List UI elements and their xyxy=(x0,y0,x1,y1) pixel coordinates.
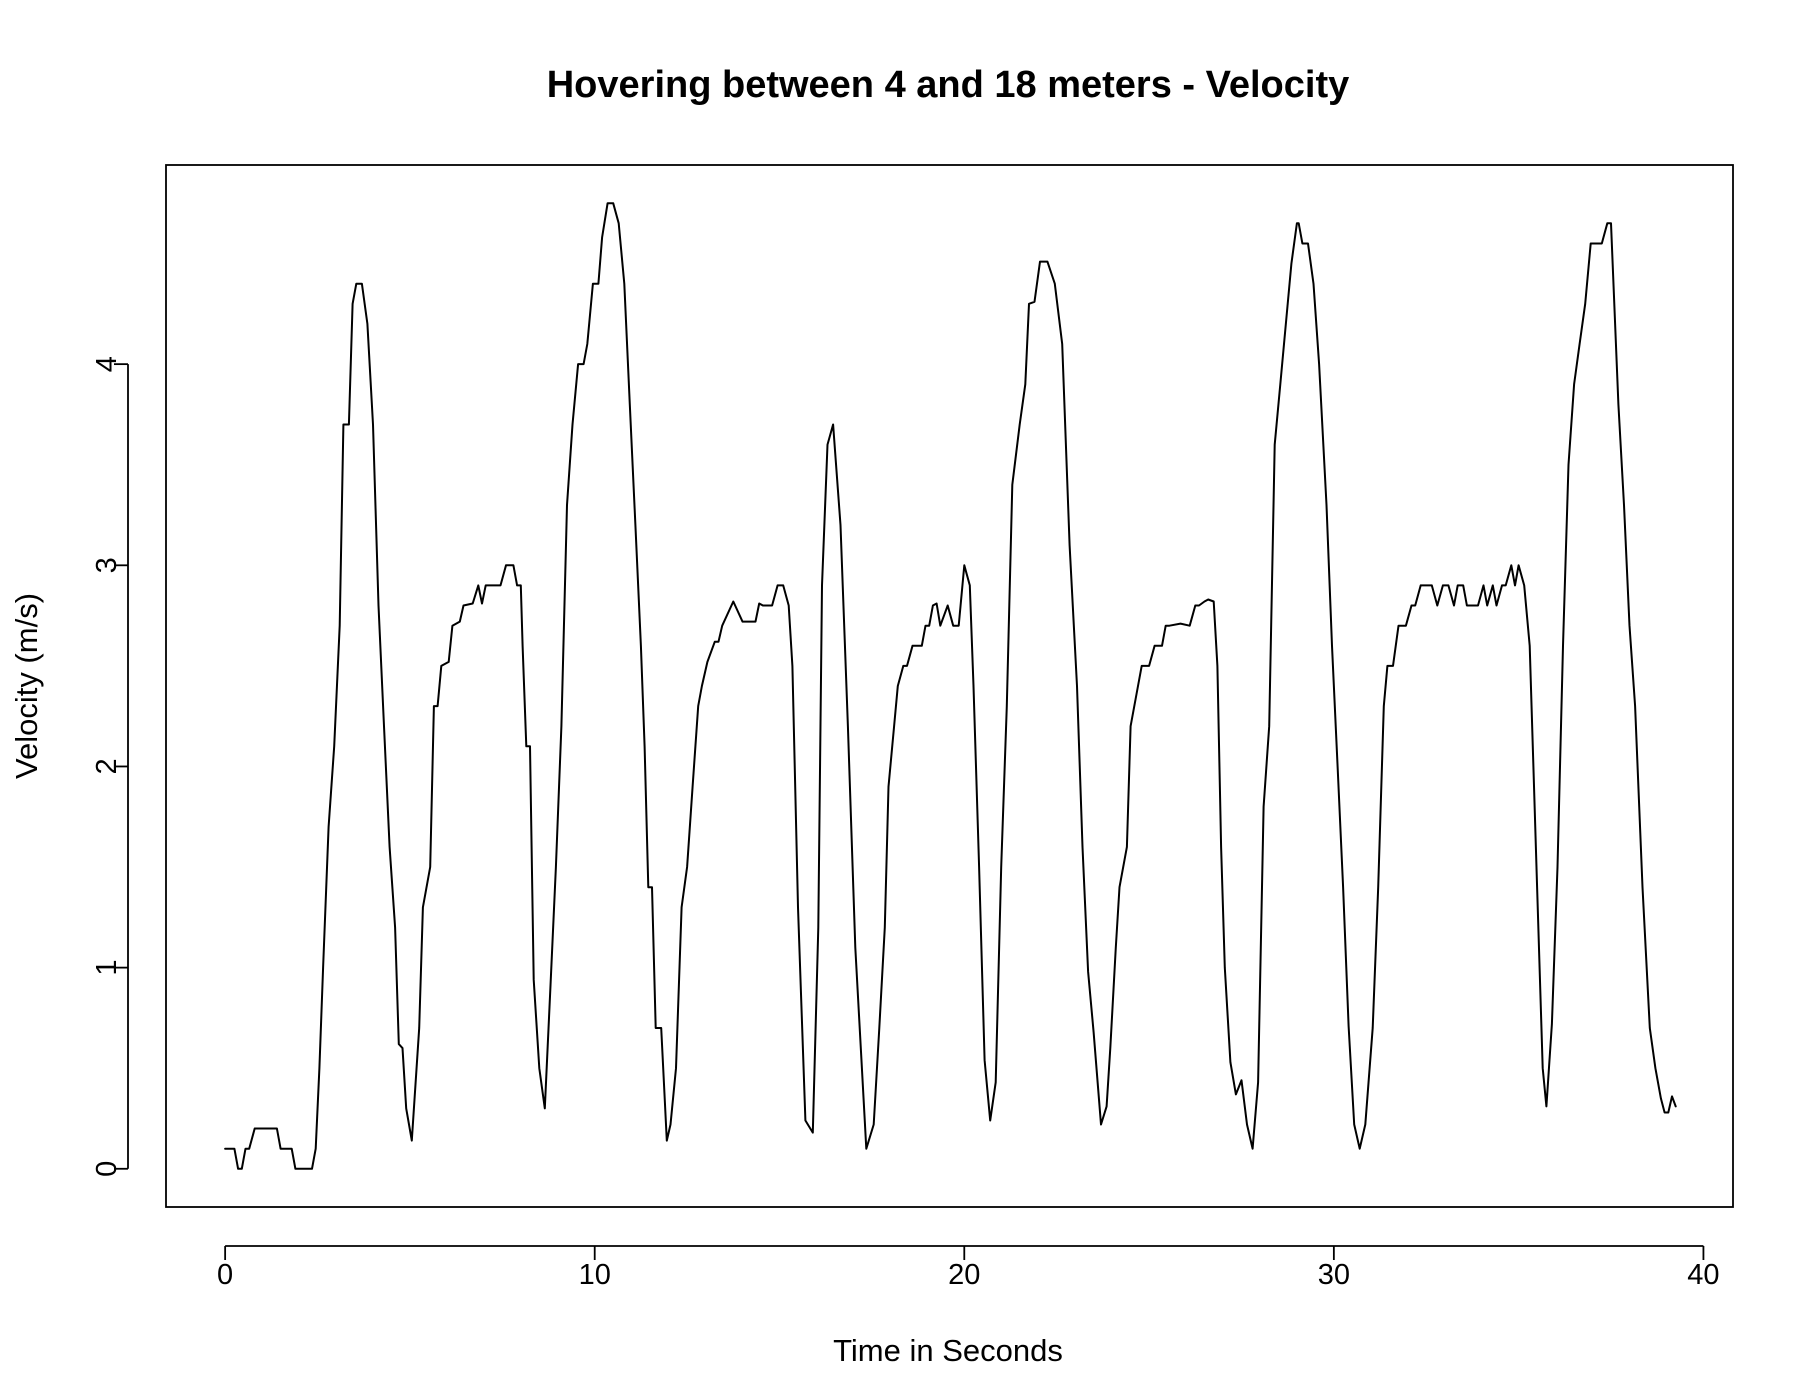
y-tick-label: 0 xyxy=(91,1161,123,1177)
x-tick-label: 10 xyxy=(579,1259,611,1291)
chart-title: Hovering between 4 and 18 meters - Veloc… xyxy=(547,64,1350,106)
x-tick-label: 0 xyxy=(217,1259,233,1291)
x-axis: 0 10 20 30 40 xyxy=(217,1245,1720,1291)
plot-frame xyxy=(165,164,1734,1208)
y-axis: 0 1 2 3 4 xyxy=(91,356,129,1177)
y-tick-label: 2 xyxy=(91,758,123,774)
x-tick-label: 30 xyxy=(1318,1259,1350,1291)
x-tick-label: 20 xyxy=(948,1259,980,1291)
velocity-series-line xyxy=(224,202,1677,1170)
x-tick-label: 40 xyxy=(1687,1259,1719,1291)
x-axis-title: Time in Seconds xyxy=(833,1333,1063,1368)
y-tick-label: 1 xyxy=(91,960,123,976)
y-tick-label: 4 xyxy=(91,356,123,372)
y-tick-label: 3 xyxy=(91,557,123,573)
y-axis-title: Velocity (m/s) xyxy=(9,593,44,779)
